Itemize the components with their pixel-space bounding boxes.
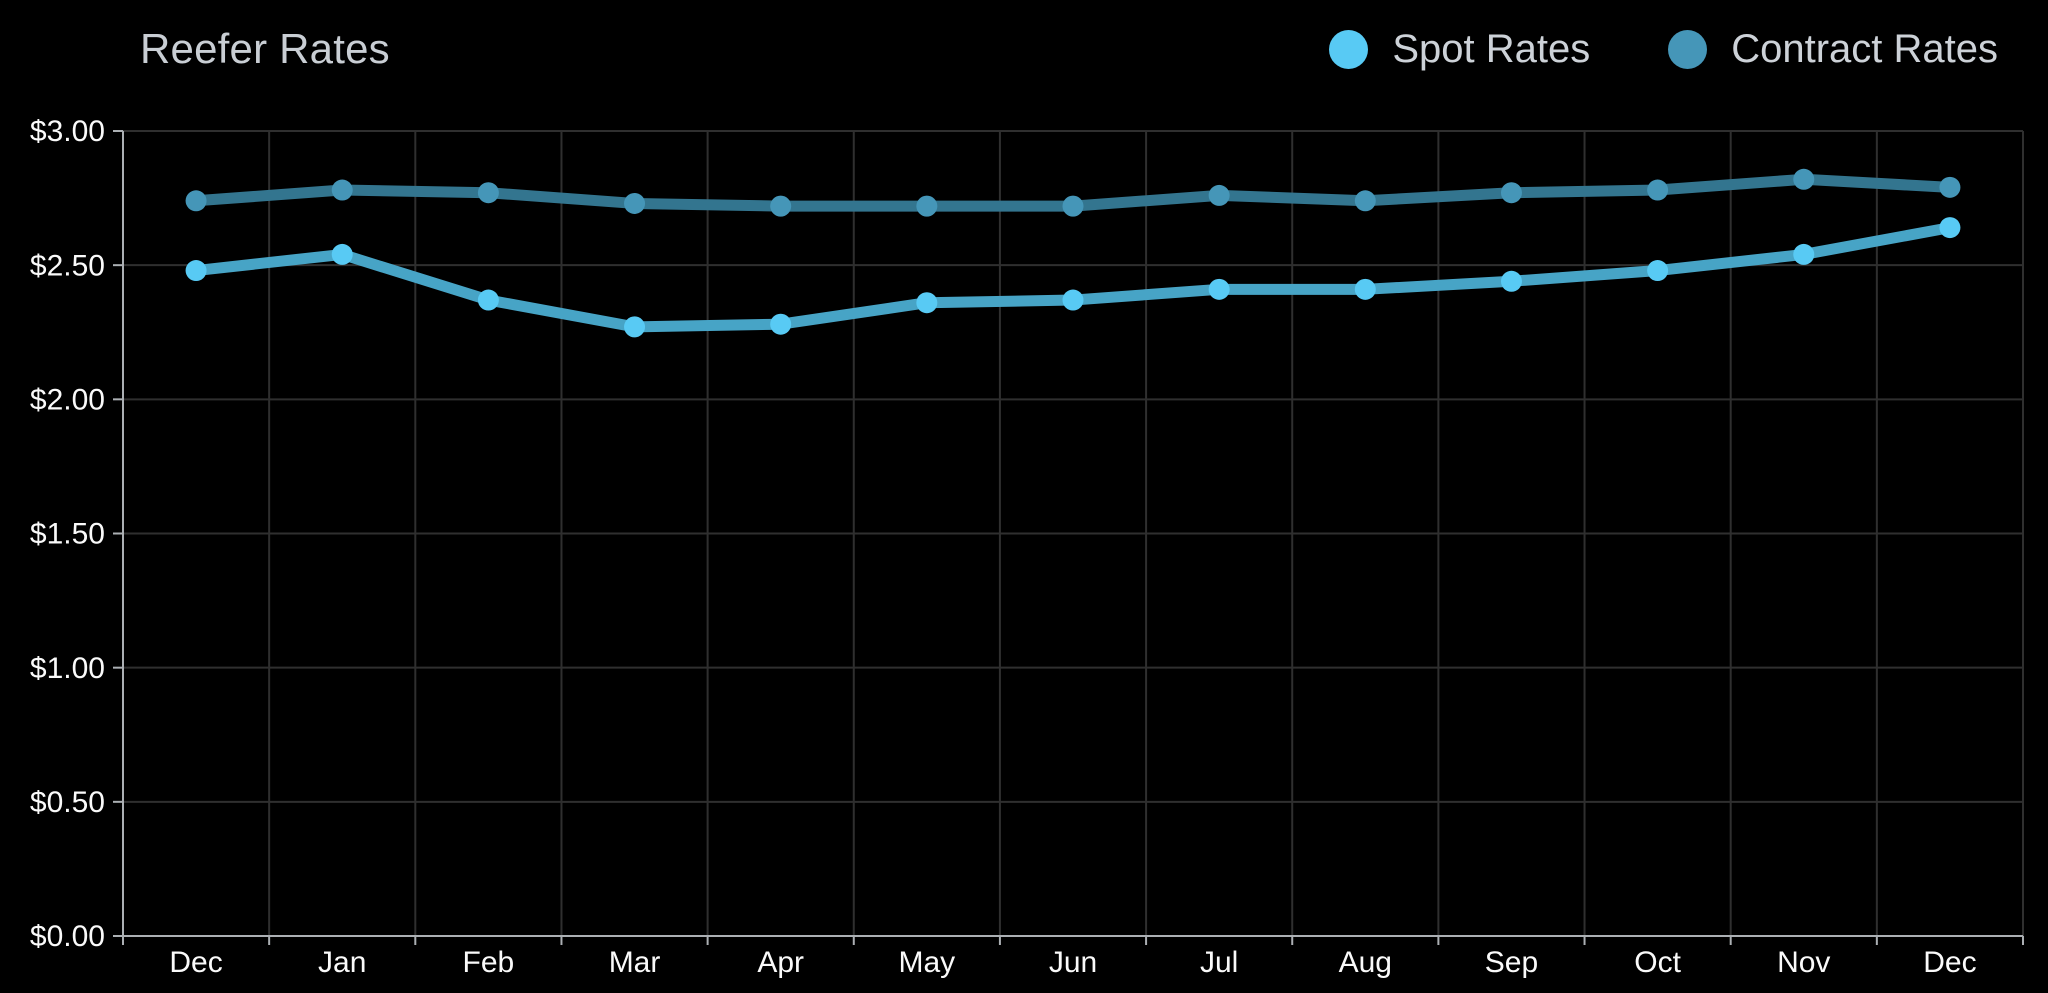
legend-label-spot-rates: Spot Rates [1392,26,1591,71]
legend-item-contract-rates[interactable]: Contract Rates [1668,27,1998,72]
spot-rates-marker[interactable] [770,313,792,335]
x-tick-label: Feb [463,946,515,979]
contract-rates-marker[interactable] [624,192,646,214]
spot-rates-marker[interactable] [331,243,353,265]
y-tick-label: $0.00 [30,920,105,953]
contract-rates-marker[interactable] [1354,190,1376,212]
x-tick-label: Nov [1777,946,1830,979]
spot-rates-marker[interactable] [1354,278,1376,300]
y-tick-label: $2.00 [30,384,105,417]
contract-rates-marker[interactable] [477,182,499,204]
spot-rates-marker[interactable] [1647,260,1669,282]
contract-rates-marker[interactable] [1647,179,1669,201]
contract-rates-marker[interactable] [1939,176,1961,198]
spot-rates-line [190,222,1956,333]
spot-rates-marker[interactable] [1793,243,1815,265]
x-tick-label: Sep [1485,946,1538,979]
x-tick-label: Jan [318,946,366,979]
contract-rates-marker[interactable] [916,195,938,217]
chart-title: Reefer Rates [140,25,390,72]
contract-rates-marker[interactable] [331,179,353,201]
y-tick-label: $3.00 [30,115,105,148]
spot-rates-swatch-icon [1329,29,1369,69]
chart-header: Reefer Rates Spot Rates Contract Rates [0,0,2048,72]
x-tick-label: Mar [609,946,661,979]
x-tick-label: Apr [757,946,804,979]
contract-rates-marker[interactable] [185,190,207,212]
spot-rates-marker[interactable] [624,316,646,338]
x-tick-label: Dec [169,946,222,979]
spot-rates-marker[interactable] [916,292,938,314]
spot-rates-marker[interactable] [1208,278,1230,300]
spot-rates-marker[interactable] [1062,289,1084,311]
x-tick-label: Aug [1339,946,1392,979]
contract-rates-marker[interactable] [770,195,792,217]
legend-label-contract-rates: Contract Rates [1731,26,1998,71]
spot-rates-marker[interactable] [1500,270,1522,292]
x-tick-label: May [899,946,956,979]
chart-legend: Spot Rates Contract Rates [1329,27,1998,72]
legend-item-spot-rates[interactable]: Spot Rates [1329,27,1590,72]
contract-rates-marker[interactable] [1500,182,1522,204]
contract-rates-marker[interactable] [1208,184,1230,206]
x-tick-label: Jun [1049,946,1097,979]
spot-rates-marker[interactable] [185,260,207,282]
y-tick-label: $1.00 [30,652,105,685]
y-tick-label: $2.50 [30,249,105,282]
y-tick-label: $1.50 [30,518,105,551]
y-tick-label: $0.50 [30,786,105,819]
contract-rates-swatch-icon [1668,29,1708,69]
contract-rates-marker[interactable] [1062,195,1084,217]
spot-rates-marker[interactable] [1939,217,1961,239]
x-tick-label: Oct [1634,946,1681,979]
x-tick-label: Dec [1923,946,1976,979]
contract-rates-marker[interactable] [1793,168,1815,190]
spot-rates-marker[interactable] [477,289,499,311]
x-tick-label: Jul [1200,946,1238,979]
